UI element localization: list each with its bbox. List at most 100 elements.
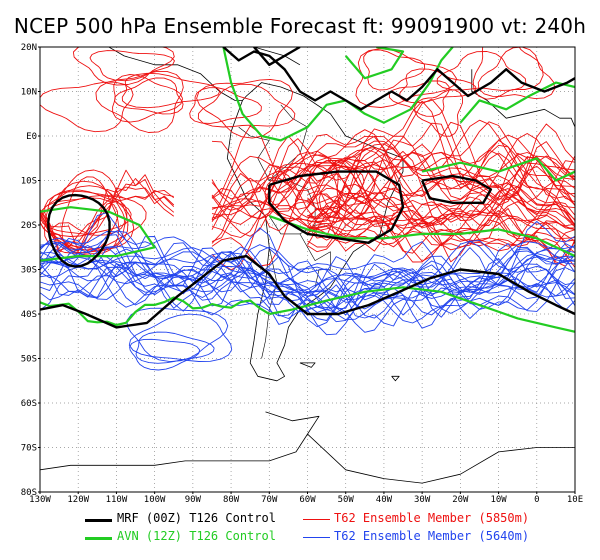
lon-tick-label: 10W: [490, 495, 507, 505]
lat-tick-label: 30S: [21, 266, 37, 276]
coast-south-america: [226, 82, 404, 382]
ensemble-5850m-ring: [45, 189, 132, 237]
page-title: NCEP 500 hPa Ensemble Forecast ft: 99091…: [13, 14, 587, 38]
lon-tick-label: 110W: [106, 495, 128, 505]
ensemble-5640m-line: [40, 259, 575, 321]
ensemble-5850m-ring: [196, 78, 294, 139]
ensemble-5850m-line: [211, 129, 575, 237]
lon-tick-label: 90W: [185, 495, 202, 505]
ensemble-5850m-line: [211, 121, 575, 206]
border-andes: [261, 247, 278, 359]
ensemble-5640m-line: [40, 243, 575, 328]
ensemble-5850m-line: [211, 98, 575, 223]
avn-contour: [459, 81, 575, 124]
lon-tick-label: 50W: [338, 495, 355, 505]
legend-swatch-mrf: [85, 519, 112, 522]
ensemble-5640m-ring: [135, 331, 215, 364]
ensemble-5640m-line: [40, 231, 575, 310]
mrf-contour: [222, 47, 575, 111]
ensemble-5850m-line: [307, 196, 575, 254]
ensemble-5850m-ring: [363, 49, 426, 91]
ensemble-5850m-ring: [355, 48, 458, 108]
ensemble-5850m-ring: [61, 176, 120, 255]
lon-tick-label: 120W: [67, 495, 89, 505]
ensemble-5850m-ring: [308, 162, 376, 223]
ensemble-5640m-line: [40, 242, 575, 297]
avn-contour: [222, 47, 454, 142]
avn-contour: [344, 47, 405, 80]
ensemble-5850m-ring: [414, 89, 463, 137]
lon-tick-label: 10E: [567, 495, 583, 505]
ensemble-5850m-ring: [114, 77, 184, 115]
legend-label-avn: AVN (12Z) T126 Control: [117, 529, 276, 543]
ensemble-5850m-line: [307, 183, 575, 226]
ensemble-5850m-ring: [272, 162, 365, 223]
legend-swatch-blue: [303, 537, 330, 538]
lat-tick-label: E0: [26, 132, 37, 142]
coast-weddell: [307, 433, 575, 484]
ensemble-5850m-line: [40, 189, 175, 254]
coast-falklands: [299, 362, 316, 368]
mrf-contour: [420, 174, 493, 204]
ensemble-5850m-line: [307, 195, 575, 227]
tick-marks: [38, 46, 576, 494]
avn-contour: [268, 215, 575, 258]
lon-tick-label: 40W: [376, 495, 393, 505]
lon-tick-label: 60W: [299, 495, 316, 505]
ensemble-5640m: [40, 212, 575, 371]
coast-caribbean: [200, 47, 301, 66]
ensemble-5850m-ring: [264, 154, 340, 231]
avn-contour: [421, 157, 575, 182]
plot-area: [40, 47, 575, 484]
ensemble-5640m-line: [40, 255, 575, 311]
ensemble-5850m-ring: [40, 81, 134, 133]
border-inner: [238, 126, 316, 235]
lon-tick-label: 70W: [261, 495, 278, 505]
lat-tick-label: 10S: [21, 177, 37, 187]
ensemble-5850m-ring: [89, 50, 175, 82]
lat-tick-label: 20S: [21, 221, 37, 231]
ensemble-5850m-line: [307, 185, 575, 227]
ensemble-5850m-line: [211, 134, 575, 200]
ensemble-5850m-ring: [294, 159, 370, 219]
ensemble-5850m-line: [307, 209, 575, 267]
lat-tick-label: 80S: [21, 488, 37, 498]
ensemble-5850m-ring: [388, 80, 450, 117]
lon-tick-label: 0: [534, 495, 539, 505]
legend-swatch-red: [303, 519, 330, 520]
ensemble-5850m-line: [307, 207, 575, 265]
legend-label-mrf: MRF (00Z) T126 Control: [117, 511, 276, 525]
ensemble-5640m-ring: [128, 313, 233, 362]
lat-tick-label: 20N: [21, 43, 37, 53]
avn-contour: [40, 206, 156, 262]
lon-tick-label: 100W: [144, 495, 166, 505]
ensemble-5640m-line: [40, 230, 575, 319]
legend-label-red: T62 Ensemble Member (5850m): [334, 511, 530, 525]
ensemble-5850m-ring: [95, 70, 184, 133]
ensemble-5850m-ring: [318, 149, 403, 223]
ensemble-5850m-line: [211, 149, 575, 226]
coast-central-america: [78, 47, 243, 101]
lat-tick-label: 70S: [21, 444, 37, 454]
ensemble-5850m-ring: [477, 47, 556, 100]
ensemble-5640m-line: [40, 236, 575, 318]
avn-control: [40, 47, 575, 333]
mrf-contour: [268, 170, 405, 244]
ensemble-5640m-line: [40, 247, 575, 292]
ensemble-5850m-line: [307, 192, 575, 228]
ensemble-5850m-line: [211, 151, 575, 221]
legend-label-blue: T62 Ensemble Member (5640m): [334, 529, 530, 543]
border-inner: [299, 233, 331, 288]
mrf-contour: [47, 193, 111, 268]
lat-tick-label: 40S: [21, 310, 37, 320]
lat-tick-label: 60S: [21, 399, 37, 409]
mrf-control: [40, 47, 575, 329]
coast-south-georgia: [391, 375, 400, 382]
ensemble-5850m-line: [307, 207, 575, 248]
lat-tick-label: 10N: [21, 88, 37, 98]
ensemble-5640m-ring: [129, 338, 201, 371]
ensemble-5640m-ring: [126, 307, 229, 363]
ensemble-5850m-ring: [121, 72, 221, 109]
lon-tick-label: 20W: [452, 495, 469, 505]
